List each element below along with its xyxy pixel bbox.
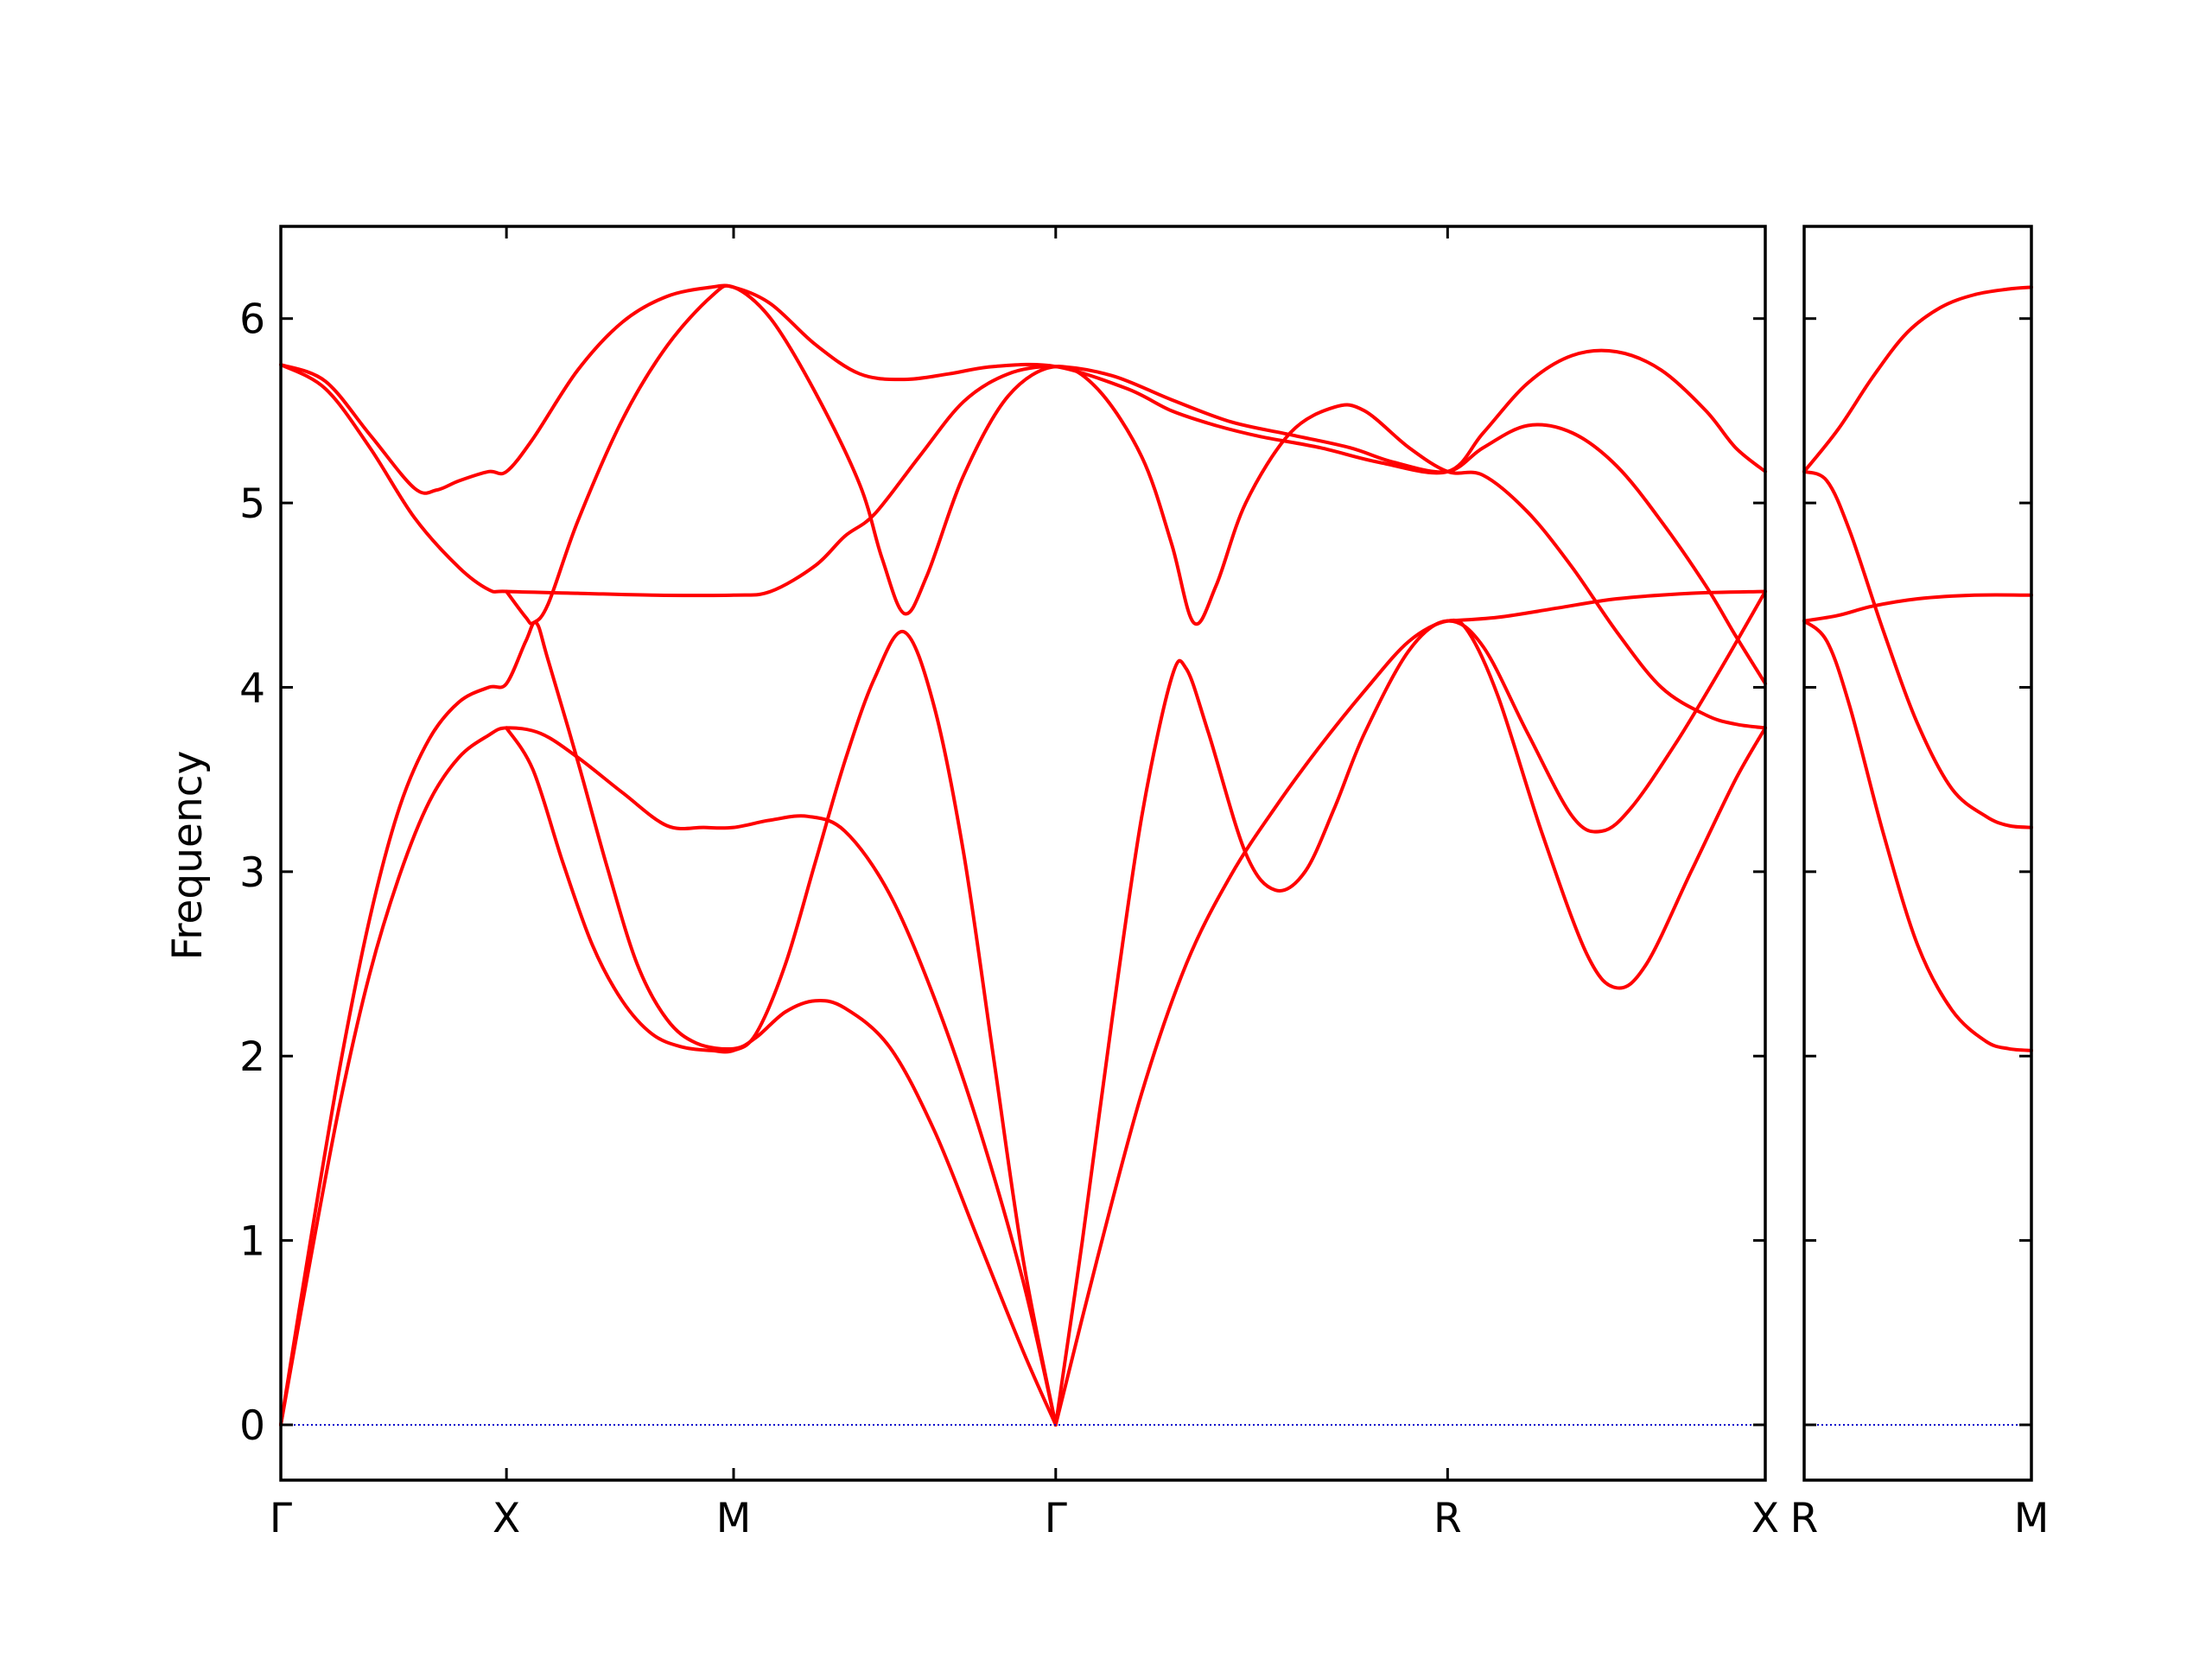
x-tick-label-X: X [1751, 1495, 1779, 1542]
band-line-main-8 [1053, 618, 1767, 1427]
y-tick-label: 4 [239, 664, 265, 712]
band-line-main-4 [279, 283, 1767, 495]
axes-frame [279, 225, 1767, 1482]
x-tick-label-M: M [716, 1495, 752, 1542]
band-line-main-5 [279, 363, 1767, 686]
y-tick-label: 0 [239, 1402, 265, 1450]
y-tick-label: 1 [239, 1218, 265, 1266]
y-axis-label: Frequency [164, 751, 212, 961]
side-panel-frame [1802, 225, 2033, 1482]
y-tick-label: 2 [239, 1033, 265, 1081]
band-line-main-7 [1053, 589, 1767, 1427]
y-tick-label: 6 [239, 296, 265, 344]
band-line-side-4 [1802, 619, 2033, 1052]
main-panel-frame [279, 225, 1767, 1482]
x-tick-label-Γ: Γ [270, 1495, 292, 1542]
main-band-panel: Γ X M Γ R X 0 1 2 3 4 5 6 [239, 225, 1779, 1542]
side-ticks [1802, 226, 2033, 1480]
band-line-main-9 [1446, 589, 1767, 623]
y-tick-label: 3 [239, 849, 265, 897]
band-line-side-1 [1802, 285, 2033, 474]
main-ticks [279, 226, 1767, 1480]
band-line-main-3 [505, 630, 1058, 1427]
side-band-lines [1802, 285, 2033, 1052]
band-line-main-2 [279, 620, 1058, 1427]
band-line-main-1 [279, 726, 1058, 1427]
y-tick-labels: 0 1 2 3 4 5 6 [239, 296, 265, 1450]
y-tick-label: 5 [239, 480, 265, 528]
axes-frame [1802, 225, 2033, 1482]
x-tick-label-M: M [2014, 1495, 2050, 1542]
x-tick-label-X: X [493, 1495, 520, 1542]
band-line-main-6 [505, 283, 1767, 730]
x-tick-label-R: R [1790, 1495, 1819, 1542]
x-tick-label-R: R [1433, 1495, 1462, 1542]
x-tick-label-Γ: Γ [1045, 1495, 1067, 1542]
band-line-side-3 [1802, 593, 2033, 623]
main-band-lines [279, 283, 1767, 1427]
band-line-side-2 [1802, 469, 2033, 830]
